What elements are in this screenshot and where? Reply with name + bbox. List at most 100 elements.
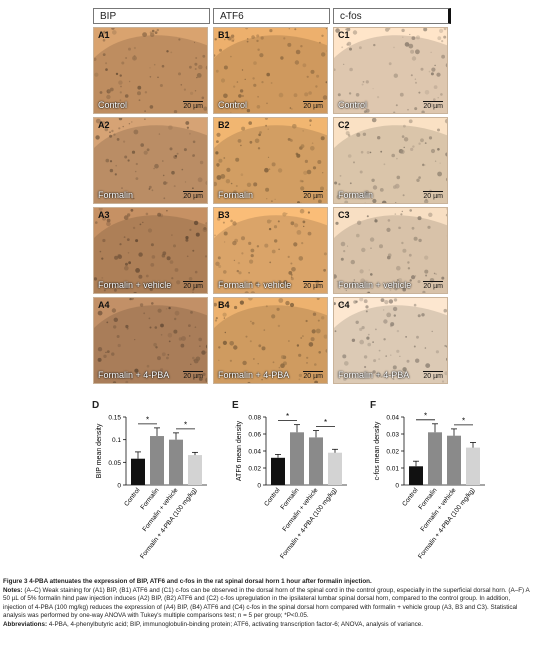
y-tick-label: 0.15 xyxy=(108,415,121,422)
significance-marker: * xyxy=(286,412,289,421)
panel-label: B1 xyxy=(218,30,230,40)
chart-e-plot: ATF6 mean density 0 0.02 0.04 0.06 0.08 Contro… xyxy=(236,412,347,560)
bar xyxy=(131,458,145,485)
panel-label: C3 xyxy=(338,210,350,220)
scale-bar: 20 µm xyxy=(183,191,203,200)
x-tick-label: Control xyxy=(401,486,420,507)
chart-letter-f: F xyxy=(370,400,377,411)
scale-bar: 20 µm xyxy=(423,281,443,290)
caption-abbrev-label: Abbreviations: xyxy=(3,620,48,628)
tissue-texture xyxy=(94,28,207,113)
panel-label: C4 xyxy=(338,300,350,310)
y-tick-label: 0.03 xyxy=(386,432,399,439)
panel-label: A2 xyxy=(98,120,110,130)
y-tick-label: 0.04 xyxy=(248,449,261,456)
y-tick-label: 0.02 xyxy=(248,466,261,473)
significance-marker: * xyxy=(462,416,465,425)
micrograph-panel-c1: C1 Control 20 µm xyxy=(333,27,448,114)
scale-bar: 20 µm xyxy=(423,371,443,380)
tissue-texture xyxy=(214,298,327,383)
tissue-texture xyxy=(94,208,207,293)
tissue-texture xyxy=(334,208,447,293)
y-tick-label: 0.06 xyxy=(248,432,261,439)
bar xyxy=(150,436,164,485)
y-tick-label: 0.02 xyxy=(386,449,399,456)
scale-bar: 20 µm xyxy=(183,101,203,110)
panel-label: A4 xyxy=(98,300,110,310)
scale-bar: 20 µm xyxy=(303,101,323,110)
chart-f-plot: c-fos mean density 0 0.01 0.02 0.03 0.04 Contr… xyxy=(374,411,485,560)
y-axis-label: c-fos mean density xyxy=(374,421,381,480)
tissue-texture xyxy=(334,118,447,203)
tissue-texture xyxy=(94,118,207,203)
micrograph-panel-c2: C2 Formalin 20 µm xyxy=(333,117,448,204)
tissue-texture xyxy=(214,208,327,293)
bar xyxy=(169,439,183,485)
bar xyxy=(271,457,285,485)
micrograph-panel-b3: B3 Formalin + vehicle 20 µm xyxy=(213,207,328,294)
scale-bar: 20 µm xyxy=(303,191,323,200)
panel-condition: Formalin + vehicle xyxy=(218,280,292,290)
significance-marker: * xyxy=(424,411,427,420)
scale-bar: 20 µm xyxy=(183,281,203,290)
tissue-texture xyxy=(214,28,327,113)
y-tick-label: 0.04 xyxy=(386,415,399,422)
bar xyxy=(466,447,480,485)
y-tick-label: 0 xyxy=(117,483,121,490)
panel-label: B4 xyxy=(218,300,230,310)
bar xyxy=(428,432,442,485)
significance-marker: * xyxy=(184,420,187,429)
bar xyxy=(409,466,423,485)
column-header-bip: BIP xyxy=(93,8,210,24)
panel-label: C2 xyxy=(338,120,350,130)
panel-label: C1 xyxy=(338,30,350,40)
panel-label: B3 xyxy=(218,210,230,220)
y-tick-label: 0.05 xyxy=(108,460,121,467)
caption-notes-text: (A–C) Weak staining for (A1) BIP, (B1) A… xyxy=(3,586,530,620)
micrograph-panel-b4: B4 Formalin + 4-PBA 20 µm xyxy=(213,297,328,384)
panel-condition: Formalin + 4-PBA xyxy=(338,370,410,380)
scale-bar: 20 µm xyxy=(423,191,443,200)
panel-label: A1 xyxy=(98,30,110,40)
caption-abbrev-text: 4-PBA, 4-phenylbutyric acid; BIP, immuno… xyxy=(48,620,423,628)
chart-letter-d: D xyxy=(92,400,100,411)
caption-notes-label: Notes: xyxy=(3,586,23,594)
micrograph-panel-a2: A2 Formalin 20 µm xyxy=(93,117,208,204)
bar xyxy=(188,455,202,485)
panel-condition: Control xyxy=(98,100,128,110)
tissue-texture xyxy=(334,298,447,383)
panel-condition: Formalin + 4-PBA xyxy=(218,370,290,380)
scale-bar: 20 µm xyxy=(303,371,323,380)
bar xyxy=(447,435,461,485)
x-tick-label: Control xyxy=(123,486,142,507)
bar xyxy=(309,437,323,485)
scale-bar: 20 µm xyxy=(183,371,203,380)
column-header-cfos: c-fos xyxy=(333,8,451,24)
caption-title: Figure 3 4-PBA attenuates the expression… xyxy=(3,578,372,585)
panel-condition: Formalin xyxy=(218,190,254,200)
panel-condition: Formalin xyxy=(98,190,134,200)
micrograph-panel-a1: A1 Control 20 µm xyxy=(93,27,208,114)
micrograph-panel-a3: A3 Formalin + vehicle 20 µm xyxy=(93,207,208,294)
micrograph-panel-c3: C3 Formalin + vehicle 20 µm xyxy=(333,207,448,294)
micrograph-panel-c4: C4 Formalin + 4-PBA 20 µm xyxy=(333,297,448,384)
significance-marker: * xyxy=(146,415,149,424)
panel-condition: Formalin + vehicle xyxy=(98,280,172,290)
y-axis-label: ATF6 mean density xyxy=(236,420,243,481)
y-tick-label: 0.08 xyxy=(248,415,261,422)
figure-caption: Figure 3 4-PBA attenuates the expression… xyxy=(3,578,535,629)
bar xyxy=(328,452,342,485)
chart-letter-e: E xyxy=(232,400,239,411)
micrograph-panel-a4: A4 Formalin + 4-PBA 20 µm xyxy=(93,297,208,384)
tissue-texture xyxy=(94,298,207,383)
y-axis-label: BIP mean density xyxy=(96,423,103,478)
micrograph-panel-b2: B2 Formalin 20 µm xyxy=(213,117,328,204)
panel-condition: Formalin xyxy=(338,190,374,200)
micrograph-panel-b1: B1 Control 20 µm xyxy=(213,27,328,114)
x-tick-label: Control xyxy=(263,486,282,507)
tissue-texture xyxy=(334,28,447,113)
panel-condition: Control xyxy=(218,100,248,110)
chart-d: D BIP mean density 0 0.05 0.1 0.15 Control For… xyxy=(92,400,260,570)
scale-bar: 20 µm xyxy=(423,101,443,110)
scale-bar: 20 µm xyxy=(303,281,323,290)
